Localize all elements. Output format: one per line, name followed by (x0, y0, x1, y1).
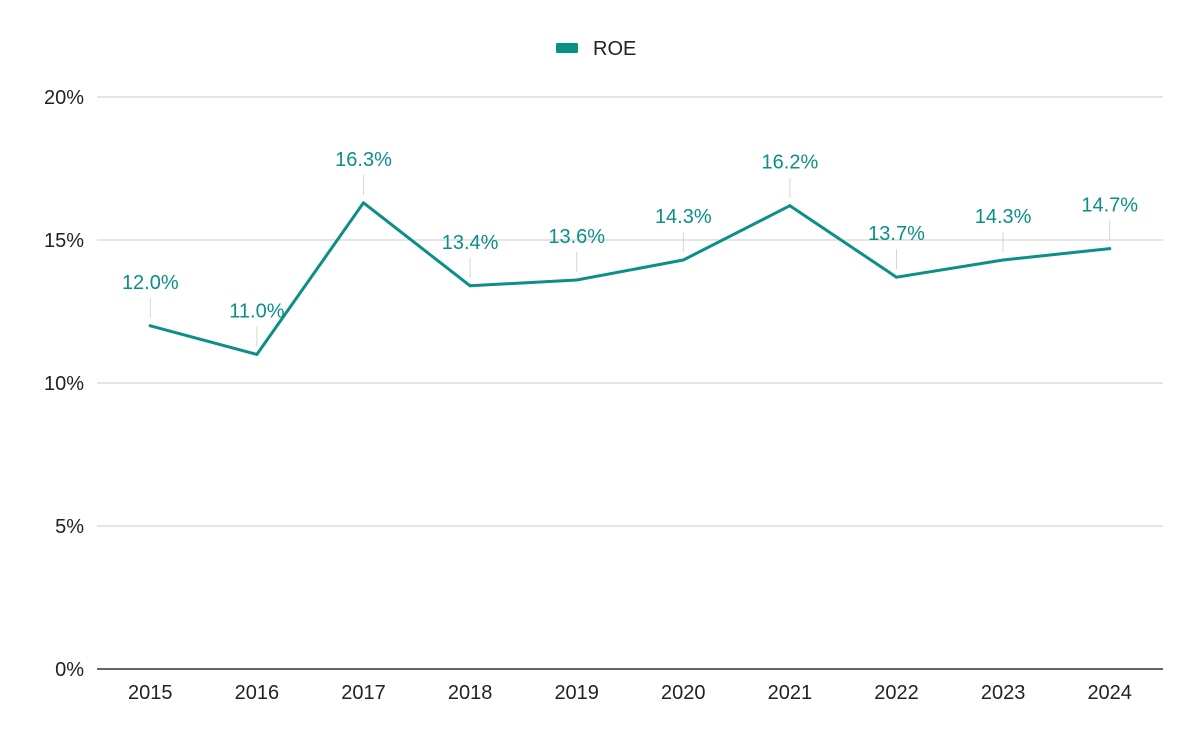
y-axis: 0% 5% 10% 15% 20% (44, 87, 84, 681)
x-tick-label-2021: 2021 (768, 682, 813, 704)
data-label-2021: 16.2% (762, 152, 819, 174)
label-leaders (149, 174, 1111, 347)
x-tick-label-2020: 2020 (661, 682, 706, 704)
x-tick-label-2018: 2018 (448, 682, 493, 704)
data-point-2016 (255, 352, 259, 356)
legend: ROE (556, 38, 636, 60)
x-axis: 2015 2016 2017 2018 2019 2020 2021 2022 2023 2024 (128, 682, 1132, 704)
data-labels: 12.0% 11.0% 16.3% 13.4% 13.6% 14.3% 16.2% 13.7%… (122, 149, 1138, 323)
data-label-2022: 13.7% (868, 223, 925, 245)
x-tick-label-2023: 2023 (981, 682, 1026, 704)
x-tick-label-2017: 2017 (341, 682, 386, 704)
x-tick-label-2015: 2015 (128, 682, 173, 704)
x-tick-label-2024: 2024 (1087, 682, 1132, 704)
data-point-2015 (148, 324, 152, 328)
y-tick-label-15: 15% (44, 230, 84, 252)
data-point-2024 (1108, 247, 1112, 251)
data-point-2020 (681, 258, 685, 262)
legend-swatch-roe (556, 43, 578, 53)
data-point-2023 (1001, 258, 1005, 262)
data-point-2022 (895, 275, 898, 279)
data-point-2018 (468, 284, 472, 288)
data-label-2023: 14.3% (975, 206, 1032, 228)
x-tick-label-2019: 2019 (554, 682, 599, 704)
y-tick-label-20: 20% (44, 87, 84, 109)
legend-label-roe: ROE (593, 38, 636, 60)
x-tick-label-2016: 2016 (235, 682, 280, 704)
data-label-2019: 13.6% (548, 226, 605, 248)
series-line-roe (148, 201, 1112, 356)
data-label-2020: 14.3% (655, 206, 712, 228)
data-label-2017: 16.3% (335, 149, 392, 171)
y-tick-label-10: 10% (44, 373, 84, 395)
y-tick-label-0: 0% (55, 659, 84, 681)
gridlines (97, 96, 1163, 670)
data-point-2021 (788, 204, 792, 208)
data-label-2016: 11.0% (229, 300, 284, 322)
data-point-2017 (362, 201, 365, 205)
data-point-2019 (575, 278, 579, 282)
data-label-2015: 12.0% (122, 272, 179, 294)
data-label-2024: 14.7% (1081, 195, 1138, 217)
series-roe (148, 201, 1112, 356)
x-tick-label-2022: 2022 (874, 682, 919, 704)
data-label-2018: 13.4% (442, 232, 499, 254)
y-tick-label-5: 5% (55, 516, 84, 538)
